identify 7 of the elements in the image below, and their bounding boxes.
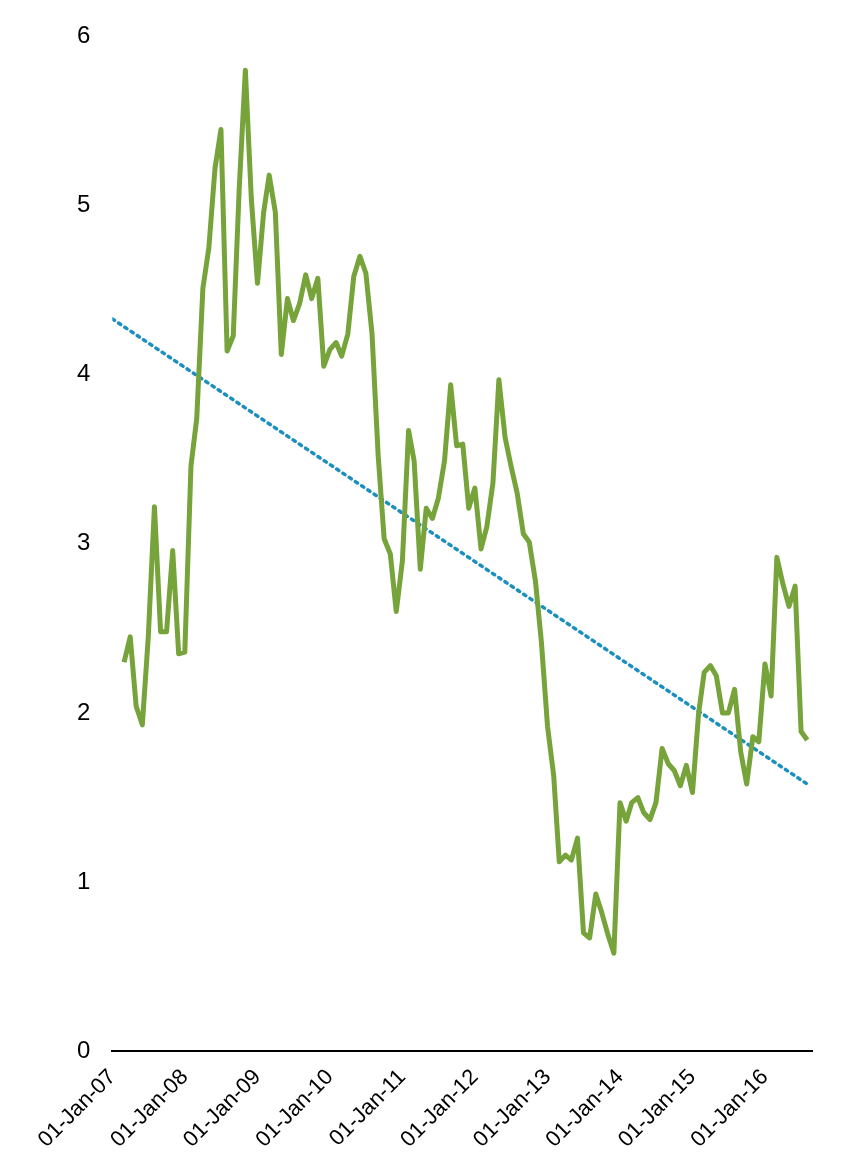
y-tick-label: 0 (76, 1035, 91, 1063)
y-tick-label: 2 (76, 697, 91, 725)
y-tick-label: 1 (76, 866, 91, 894)
y-tick-label: 3 (76, 528, 91, 556)
y-tick-label: 6 (76, 21, 91, 49)
y-tick-label: 5 (76, 190, 91, 218)
y-tick-label: 4 (76, 359, 91, 387)
